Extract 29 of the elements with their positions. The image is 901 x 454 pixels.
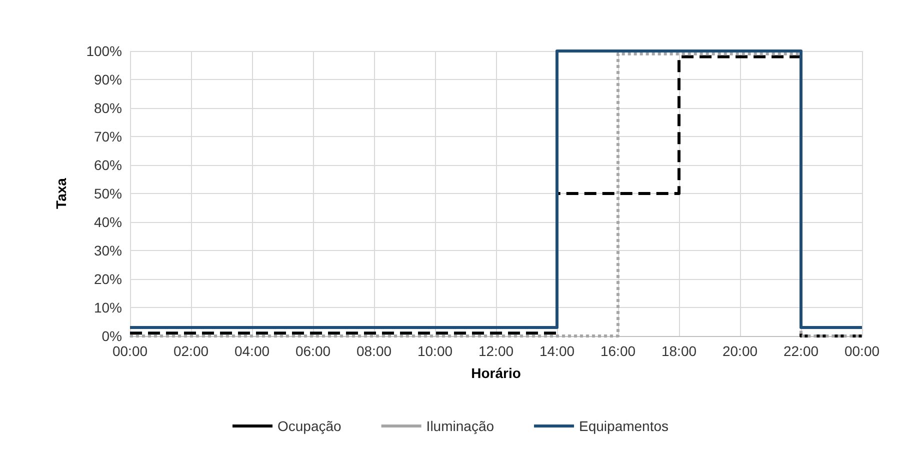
y-tick-label: 40% bbox=[94, 214, 122, 230]
x-tick-label: 08:00 bbox=[356, 343, 392, 359]
x-tick-label: 22:00 bbox=[783, 343, 819, 359]
y-tick-label: 90% bbox=[94, 72, 122, 88]
y-tick-label: 0% bbox=[102, 328, 122, 344]
y-axis-title: Taxa bbox=[53, 178, 69, 209]
legend-label: Iluminação bbox=[426, 418, 494, 434]
x-tick-label: 00:00 bbox=[844, 343, 880, 359]
y-tick-label: 20% bbox=[94, 271, 122, 287]
y-tick-label: 10% bbox=[94, 300, 122, 316]
x-tick-label: 14:00 bbox=[539, 343, 575, 359]
x-tick-label: 00:00 bbox=[112, 343, 148, 359]
x-tick-label: 12:00 bbox=[478, 343, 514, 359]
y-tick-label: 30% bbox=[94, 242, 122, 258]
x-tick-label: 18:00 bbox=[661, 343, 697, 359]
y-tick-label: 60% bbox=[94, 157, 122, 173]
x-tick-label: 20:00 bbox=[722, 343, 758, 359]
legend-label: Ocupação bbox=[277, 418, 342, 434]
y-tick-label: 70% bbox=[94, 128, 122, 144]
legend-label: Equipamentos bbox=[579, 418, 669, 434]
x-axis-title: Horário bbox=[471, 365, 521, 381]
x-tick-label: 06:00 bbox=[295, 343, 331, 359]
y-tick-label: 50% bbox=[94, 186, 122, 202]
x-tick-label: 04:00 bbox=[234, 343, 270, 359]
x-tick-label: 16:00 bbox=[600, 343, 636, 359]
x-tick-label: 02:00 bbox=[173, 343, 209, 359]
x-tick-label: 10:00 bbox=[417, 343, 453, 359]
y-tick-label: 80% bbox=[94, 100, 122, 116]
y-tick-label: 100% bbox=[86, 43, 122, 59]
